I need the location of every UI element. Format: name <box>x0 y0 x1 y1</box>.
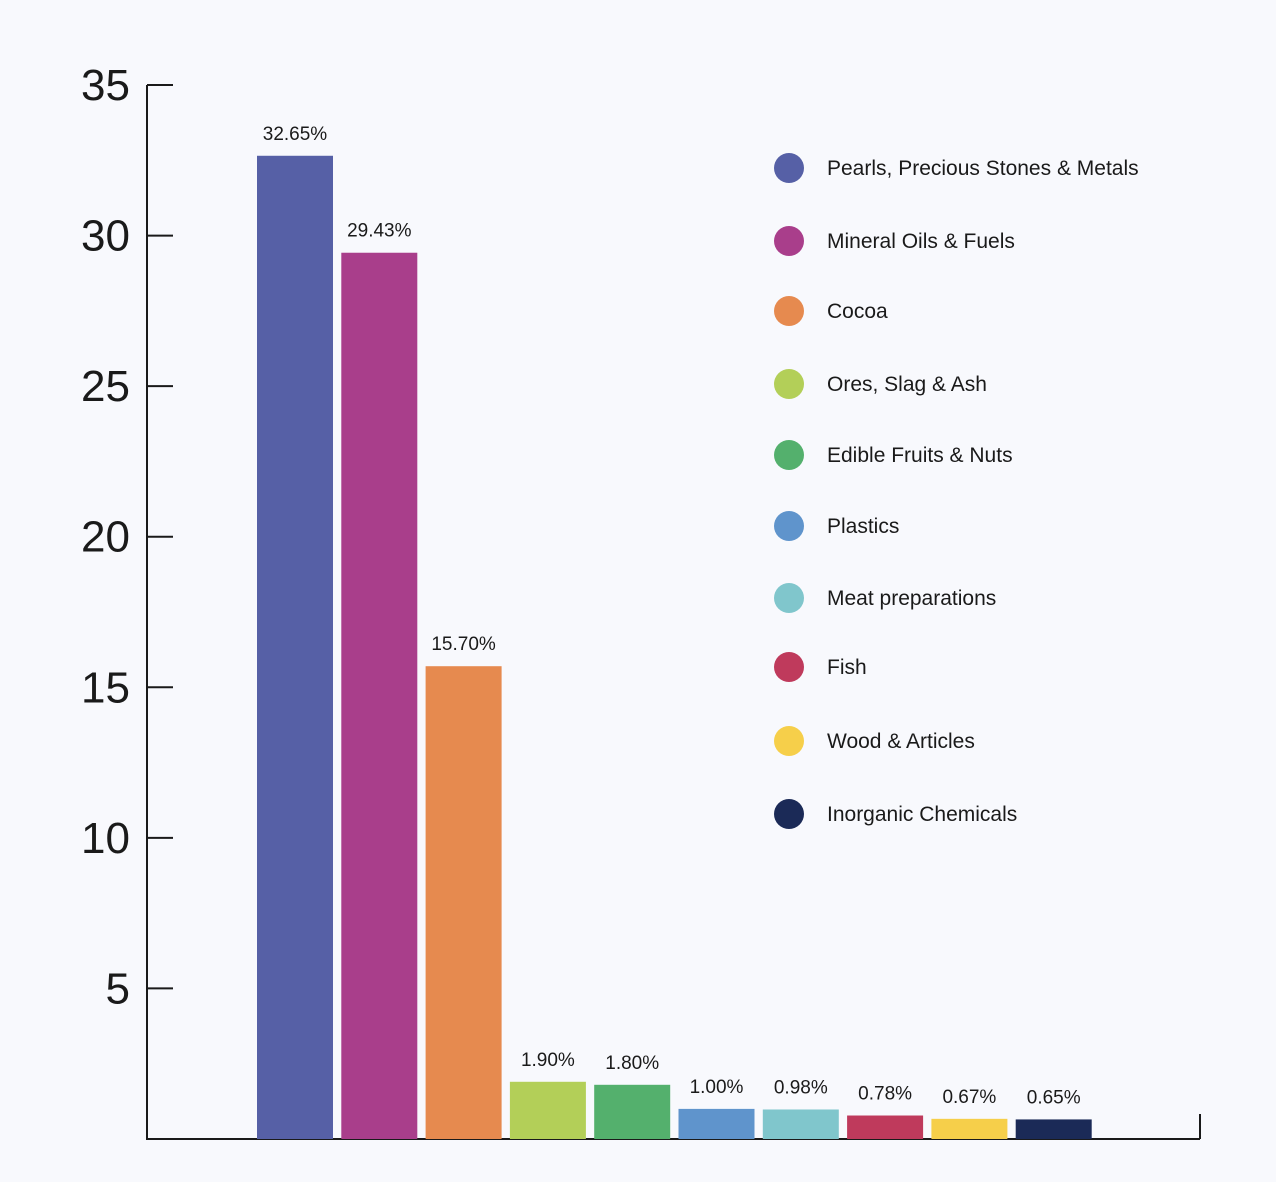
legend-label: Ores, Slag & Ash <box>827 373 987 396</box>
legend-swatch <box>774 799 804 829</box>
bar-6 <box>678 1108 755 1139</box>
legend-swatch <box>774 153 804 183</box>
bar-value-label: 29.43% <box>347 221 412 242</box>
y-tick-label: 15 <box>81 663 130 712</box>
legend-swatch <box>774 583 804 613</box>
y-tick-label: 10 <box>81 814 130 863</box>
bar-value-label: 1.80% <box>605 1053 659 1074</box>
y-tick-label: 35 <box>81 61 130 110</box>
bar-9 <box>931 1118 1008 1139</box>
legend-swatch <box>774 440 804 470</box>
y-tick-label: 30 <box>81 212 130 261</box>
bar-5 <box>594 1084 671 1139</box>
legend-swatch <box>774 226 804 256</box>
legend-label: Inorganic Chemicals <box>827 803 1017 826</box>
bar-2 <box>341 252 418 1139</box>
y-tick-label: 20 <box>81 513 130 562</box>
legend-label: Fish <box>827 656 867 679</box>
legend-label: Meat preparations <box>827 587 996 610</box>
bar-value-label: 15.70% <box>431 634 496 655</box>
bar-8 <box>847 1115 924 1139</box>
bar-value-label: 1.00% <box>690 1077 744 1098</box>
legend-swatch <box>774 726 804 756</box>
bar-value-label: 0.65% <box>1027 1087 1081 1108</box>
legend-label: Plastics <box>827 515 899 538</box>
legend-swatch <box>774 652 804 682</box>
legend-swatch <box>774 511 804 541</box>
bar-value-label: 0.67% <box>942 1087 996 1108</box>
legend-label: Edible Fruits & Nuts <box>827 444 1013 467</box>
bar-7 <box>762 1109 839 1139</box>
bar-10 <box>1015 1119 1092 1139</box>
y-tick-label: 5 <box>106 964 130 1013</box>
bar-value-label: 32.65% <box>263 124 328 145</box>
y-tick-label: 25 <box>81 362 130 411</box>
bar-value-label: 1.90% <box>521 1050 575 1071</box>
bar-3 <box>425 666 502 1139</box>
legend-label: Wood & Articles <box>827 730 975 753</box>
bar-4 <box>509 1081 586 1139</box>
legend-label: Pearls, Precious Stones & Metals <box>827 157 1139 180</box>
legend-label: Mineral Oils & Fuels <box>827 230 1015 253</box>
bar-value-label: 0.78% <box>858 1084 912 1105</box>
legend-swatch <box>774 369 804 399</box>
legend-label: Cocoa <box>827 300 888 323</box>
bar-value-label: 0.98% <box>774 1077 828 1098</box>
bar-1 <box>257 155 333 1140</box>
legend-swatch <box>774 296 804 326</box>
